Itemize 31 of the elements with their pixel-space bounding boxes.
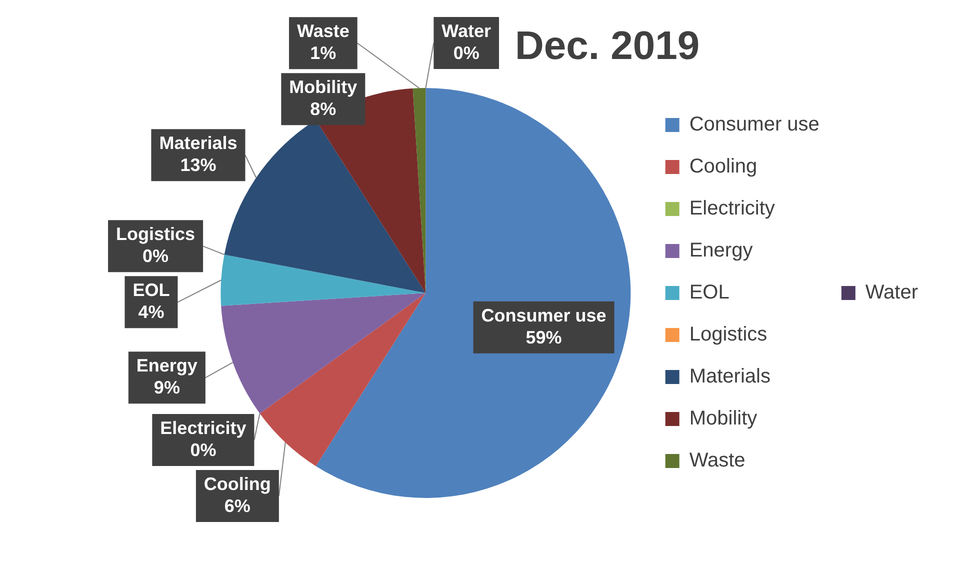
category-label: Logistics	[116, 224, 196, 244]
category-label: Electricity	[160, 418, 246, 438]
data-label: 4%	[138, 302, 164, 322]
legend-label: Consumer use	[689, 114, 820, 136]
legend-label: Electricity	[689, 198, 775, 220]
data-label: 6%	[224, 496, 250, 516]
legend-label: Logistics	[689, 324, 768, 346]
legend-label: Waste	[689, 450, 746, 472]
data-label: 9%	[154, 378, 180, 398]
text: 0%	[190, 440, 216, 460]
data-label: 13%	[180, 155, 216, 176]
slice-label: EOL	[132, 280, 170, 300]
legend-label: Energy	[689, 240, 753, 262]
slice-label: Energy	[136, 356, 198, 376]
text: 0%	[142, 246, 169, 266]
legend-label: EOL	[689, 282, 730, 304]
text: 0%	[453, 42, 480, 63]
slice-label: Consumer use	[481, 305, 606, 326]
data-label: 59%	[526, 327, 562, 348]
slice-label: Waste	[296, 21, 350, 42]
legend-label: Water	[865, 282, 918, 304]
legend-label: Mobility	[689, 408, 758, 430]
legend-label: Cooling	[689, 156, 758, 178]
slice-label: Cooling	[204, 474, 271, 494]
legend-label: Materials	[689, 366, 770, 388]
slice-label: Materials	[159, 133, 238, 154]
data-label: 1%	[310, 43, 336, 64]
chart-title: Dec. 2019	[515, 24, 700, 68]
data-label: 8%	[310, 99, 336, 120]
slice-label: Mobility	[289, 77, 358, 98]
category-label: Water	[442, 20, 492, 41]
